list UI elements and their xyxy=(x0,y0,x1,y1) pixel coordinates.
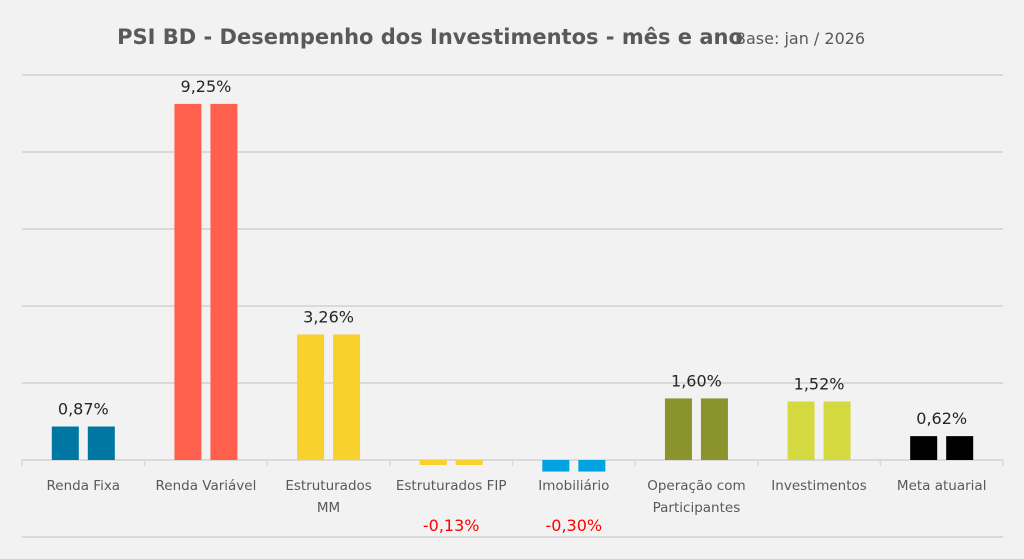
bar-series-1 xyxy=(664,398,692,460)
bar-series-2 xyxy=(455,460,483,466)
data-label: -0,30% xyxy=(546,516,603,535)
data-label: 1,60% xyxy=(671,371,722,390)
chart-title: PSI BD - Desempenho dos Investimentos - … xyxy=(117,25,743,49)
category-label: Investimentos xyxy=(771,478,867,494)
bar-series-2 xyxy=(578,460,606,472)
bar-series-2 xyxy=(700,398,728,460)
data-label: 0,62% xyxy=(916,409,967,428)
data-label: 1,52% xyxy=(794,374,845,393)
category-label: Renda Fixa xyxy=(47,478,121,494)
bar-series-2 xyxy=(210,103,238,460)
category-label: Renda Variável xyxy=(156,478,257,494)
category-label: Operação com xyxy=(647,478,745,494)
bar-series-1 xyxy=(51,426,79,460)
data-label: 3,26% xyxy=(303,307,354,326)
bar-series-1 xyxy=(419,460,447,466)
bar-series-2 xyxy=(946,436,974,460)
bar-series-2 xyxy=(333,334,361,460)
bar-series-2 xyxy=(87,426,115,460)
category-label: Estruturados FIP xyxy=(396,478,507,494)
category-label: Estruturados xyxy=(285,478,372,494)
bar-series-1 xyxy=(910,436,938,460)
category-label: MM xyxy=(317,500,340,516)
bar-series-1 xyxy=(174,103,202,460)
category-label: Participantes xyxy=(653,500,741,516)
category-label: Imobiliário xyxy=(538,478,609,494)
bar-series-2 xyxy=(823,401,851,460)
data-label: -0,13% xyxy=(423,516,480,535)
category-label: Meta atuarial xyxy=(897,478,987,494)
bar-series-1 xyxy=(787,401,815,460)
data-label: 9,25% xyxy=(181,77,232,96)
chart-subtitle: Base: jan / 2026 xyxy=(735,29,865,48)
bar-series-1 xyxy=(542,460,570,472)
bar-series-1 xyxy=(297,334,325,460)
data-label: 0,87% xyxy=(58,400,109,419)
